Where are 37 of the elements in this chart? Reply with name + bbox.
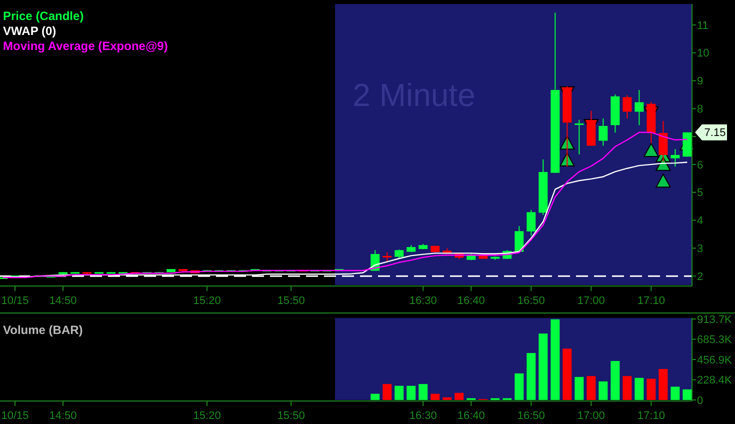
x-tick-label: 16:30 <box>409 410 437 422</box>
x-tick-label: 15:50 <box>277 295 305 307</box>
y-tick-label: 4 <box>697 215 704 228</box>
y-tick-label: 11 <box>697 20 708 32</box>
y-tick-label: 9 <box>697 76 704 88</box>
x-tick-label: 17:00 <box>577 295 605 307</box>
y-tick-label: 6 <box>697 159 704 172</box>
y-tick-label: 685.3K <box>697 334 733 346</box>
text: Price (Candle) <box>3 9 84 23</box>
y-tick-label: 913.7K <box>697 314 733 326</box>
y-tick-label: 2 <box>697 270 704 283</box>
y-tick-label: 3 <box>697 243 704 256</box>
x-tick-label: 15:20 <box>193 295 221 307</box>
x-tick-label: 16:50 <box>517 295 545 307</box>
y-tick-label: 10 <box>697 48 710 60</box>
y-tick-label: 456.9K <box>697 354 733 366</box>
text: 7.15 <box>704 127 726 140</box>
x-tick-label: 14:50 <box>49 295 77 307</box>
x-tick-label: 14:50 <box>49 410 77 422</box>
x-tick-label: 16:40 <box>457 410 485 422</box>
x-tick-label: 15:50 <box>277 410 305 422</box>
y-tick-label: 5 <box>697 187 704 200</box>
x-tick-label: 16:40 <box>457 295 485 307</box>
x-tick-label: 17:10 <box>637 295 665 307</box>
x-tick-label: 15:20 <box>193 410 221 422</box>
x-tick-label: 17:10 <box>637 410 665 422</box>
x-tick-label: 10/15 <box>1 410 29 422</box>
text: Volume (BAR) <box>3 323 83 337</box>
text: VWAP (0) <box>3 24 56 38</box>
y-tick-label: 0 <box>697 394 704 407</box>
x-tick-label: 16:30 <box>409 295 437 307</box>
x-tick-label: 10/15 <box>1 295 29 307</box>
y-tick-label: 228.4K <box>697 374 733 387</box>
x-tick-label: 16:50 <box>517 410 545 422</box>
x-tick-label: 17:00 <box>577 410 605 422</box>
text: Moving Average (Expone@9) <box>3 39 168 53</box>
y-tick-label: 8 <box>697 103 704 116</box>
